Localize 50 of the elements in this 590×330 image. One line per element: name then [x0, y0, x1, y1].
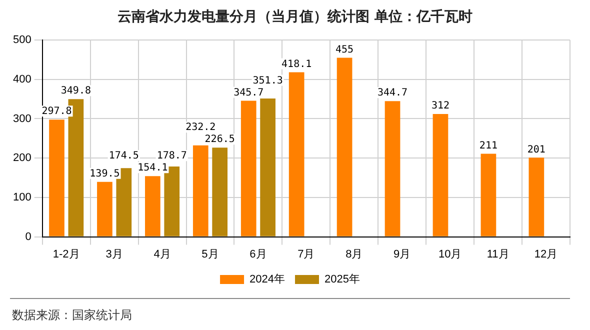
bar [336, 58, 352, 236]
y-tick-label: 500 [12, 34, 32, 46]
bar [288, 72, 304, 236]
bar [260, 98, 276, 236]
x-tick-label: 5月 [202, 248, 219, 260]
bar [145, 176, 160, 236]
data-label: 201 [527, 144, 546, 156]
x-tick-label: 3月 [106, 248, 123, 260]
bar [384, 101, 400, 236]
x-tick-label: 10月 [438, 248, 462, 260]
data-label: 418.1 [282, 58, 312, 70]
data-label: 178.7 [156, 150, 187, 162]
x-tick-label: 6月 [250, 248, 267, 260]
data-label: 297.8 [42, 106, 72, 118]
legend-label: 2024年 [250, 274, 286, 286]
x-tick-label: 11月 [486, 248, 510, 260]
x-tick-label: 1-2月 [52, 248, 80, 260]
data-label: 455 [336, 44, 354, 56]
y-tick-label: 400 [12, 73, 32, 86]
data-label: 345.7 [234, 87, 264, 98]
x-tick-label: 4月 [154, 248, 171, 260]
x-tick-label: 8月 [346, 248, 363, 260]
data-label: 174.5 [108, 150, 139, 162]
bar [480, 154, 496, 236]
y-tick-label: 100 [12, 191, 32, 204]
y-tick-label: 0 [25, 230, 32, 243]
x-tick-label: 7月 [298, 248, 315, 260]
data-label: 349.8 [60, 86, 91, 97]
bar [432, 114, 448, 236]
bar [240, 100, 256, 236]
data-label: 344.7 [377, 88, 408, 99]
y-tick-label: 300 [12, 112, 32, 125]
bar [212, 148, 228, 236]
source-note: 数据来源：国家统计局 [12, 307, 132, 324]
legend-label: 2025年 [324, 274, 360, 286]
bar [192, 145, 208, 236]
data-label: 139.5 [90, 168, 120, 180]
bar [97, 182, 112, 236]
y-tick-label: 200 [12, 152, 32, 164]
x-tick-label: 9月 [394, 248, 411, 260]
data-label: 312 [431, 100, 450, 112]
data-label: 226.5 [204, 134, 235, 146]
data-label: 211 [479, 140, 498, 152]
bar [528, 158, 544, 236]
data-label: 154.1 [138, 162, 168, 174]
data-label: 232.2 [186, 122, 216, 134]
x-tick-label: 12月 [534, 248, 558, 260]
data-label: 351.3 [252, 75, 283, 86]
bar [49, 120, 64, 236]
chart-title: 云南省水力发电量分月（当月值）统计图 单位：亿千瓦时 [116, 8, 474, 26]
